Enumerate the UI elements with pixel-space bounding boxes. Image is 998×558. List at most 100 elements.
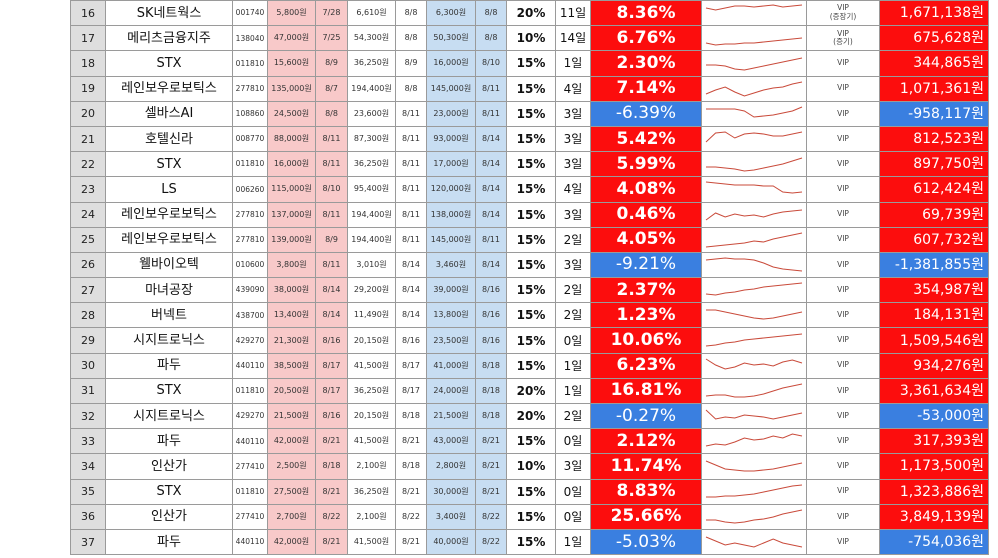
stock-name: 버넥트 — [105, 302, 233, 329]
price-sparkline — [705, 433, 803, 447]
target-price: 39,000원 — [426, 277, 476, 304]
target-percent: 15% — [506, 50, 556, 77]
current-price: 41,500원 — [347, 428, 396, 455]
stock-code: 429270 — [232, 327, 268, 354]
target-date: 8/21 — [475, 428, 507, 455]
member-grade: VIP — [806, 277, 880, 304]
price-sparkline — [705, 4, 803, 11]
row-number: 34 — [70, 453, 106, 480]
target-percent: 15% — [506, 125, 556, 153]
member-grade-line: VIP — [837, 133, 849, 143]
target-price: 50,300원 — [426, 25, 476, 52]
member-grade: VIP — [806, 75, 880, 102]
buy-date: 8/7 — [315, 75, 348, 102]
row-number: 24 — [70, 201, 106, 228]
return-rate: 7.14% — [590, 75, 702, 102]
table-row: 27 마녀공장 439090 38,000원 8/14 29,200원 8/14… — [70, 277, 989, 304]
price-sparkline — [705, 181, 803, 194]
table-row: 24 레인보우로보틱스 277810 137,000원 8/11 194,400… — [70, 201, 989, 228]
profit-amount: 675,628원 — [879, 25, 989, 52]
target-price: 24,000원 — [426, 377, 476, 405]
buy-date: 7/28 — [315, 0, 348, 27]
table-row: 31 STX 011810 20,500원 8/17 36,250원 8/17 … — [70, 377, 989, 405]
stock-code: 438700 — [232, 302, 268, 329]
current-date: 8/17 — [395, 377, 427, 405]
stock-code: 011810 — [232, 50, 268, 77]
target-date: 8/22 — [475, 528, 507, 556]
profit-amount: 317,393원 — [879, 428, 989, 455]
stock-code: 429270 — [232, 402, 268, 430]
return-rate: 8.83% — [590, 478, 702, 505]
holding-days: 4일 — [555, 176, 591, 203]
current-price: 194,400원 — [347, 226, 396, 253]
buy-price: 135,000원 — [267, 75, 316, 102]
sparkline-cell — [701, 0, 807, 27]
buy-date: 8/14 — [315, 302, 348, 329]
sparkline-cell — [701, 327, 807, 354]
target-percent: 15% — [506, 251, 556, 279]
buy-date: 8/10 — [315, 176, 348, 203]
sparkline-cell — [701, 251, 807, 279]
target-percent: 10% — [506, 453, 556, 480]
sparkline-line — [705, 181, 803, 194]
stock-code: 138040 — [232, 25, 268, 52]
member-grade-line: VIP — [837, 310, 849, 320]
stock-name: 인산가 — [105, 453, 233, 480]
member-grade-line: VIP — [837, 284, 849, 294]
stock-code: 277810 — [232, 226, 268, 253]
row-number: 17 — [70, 25, 106, 52]
buy-price: 13,400원 — [267, 302, 316, 329]
stock-name: 파두 — [105, 428, 233, 455]
holding-days: 1일 — [555, 50, 591, 77]
member-grade-line: VIP — [837, 410, 849, 420]
table-row: 25 레인보우로보틱스 277810 139,000원 8/9 194,400원… — [70, 226, 989, 253]
stock-name: 호텔신라 — [105, 125, 233, 153]
profit-amount: 612,424원 — [879, 176, 989, 203]
current-price: 2,100원 — [347, 453, 396, 480]
row-number: 29 — [70, 327, 106, 354]
buy-price: 15,600원 — [267, 50, 316, 77]
profit-amount: 812,523원 — [879, 125, 989, 153]
target-price: 23,500원 — [426, 327, 476, 354]
target-price: 145,000원 — [426, 75, 476, 102]
buy-price: 3,800원 — [267, 251, 316, 279]
stock-code: 440110 — [232, 528, 268, 556]
target-price: 3,400원 — [426, 503, 476, 530]
buy-price: 5,800원 — [267, 0, 316, 27]
target-percent: 10% — [506, 25, 556, 52]
member-grade: VIP — [806, 251, 880, 279]
sparkline-line — [705, 433, 803, 447]
profit-amount: 1,671,138원 — [879, 0, 989, 27]
price-sparkline — [706, 57, 803, 71]
return-rate: 0.46% — [590, 201, 702, 228]
stock-code: 277410 — [232, 453, 268, 480]
target-date: 8/14 — [475, 176, 507, 203]
price-sparkline — [706, 106, 803, 118]
table-row: 18 STX 011810 15,600원 8/9 36,250원 8/9 16… — [70, 50, 989, 77]
current-price: 95,400원 — [347, 176, 396, 203]
stock-name: 웰바이오텍 — [105, 251, 233, 279]
return-rate: 16.81% — [590, 377, 702, 405]
current-date: 8/9 — [395, 50, 427, 77]
target-price: 17,000원 — [426, 151, 476, 178]
row-number: 35 — [70, 478, 106, 505]
stock-name: STX — [105, 50, 233, 77]
stock-code: 010600 — [232, 251, 268, 279]
buy-price: 38,000원 — [267, 277, 316, 304]
buy-date: 8/21 — [315, 478, 348, 505]
holding-days: 0일 — [555, 478, 591, 505]
buy-date: 8/9 — [315, 50, 348, 77]
table-row: 29 시지트로닉스 429270 21,300원 8/16 20,150원 8/… — [70, 327, 989, 354]
table-row: 33 파두 440110 42,000원 8/21 41,500원 8/21 4… — [70, 428, 989, 455]
current-price: 29,200원 — [347, 277, 396, 304]
stock-name: 파두 — [105, 352, 233, 379]
price-sparkline — [705, 209, 803, 220]
sparkline-line — [705, 81, 803, 97]
price-sparkline — [705, 232, 803, 248]
member-grade-line: VIP — [837, 83, 849, 93]
sparkline-cell — [701, 453, 807, 480]
table-row: 36 인산가 277410 2,700원 8/22 2,100원 8/22 3,… — [70, 503, 989, 530]
row-number: 36 — [70, 503, 106, 530]
target-date: 8/14 — [475, 125, 507, 153]
current-date: 8/11 — [395, 201, 427, 228]
